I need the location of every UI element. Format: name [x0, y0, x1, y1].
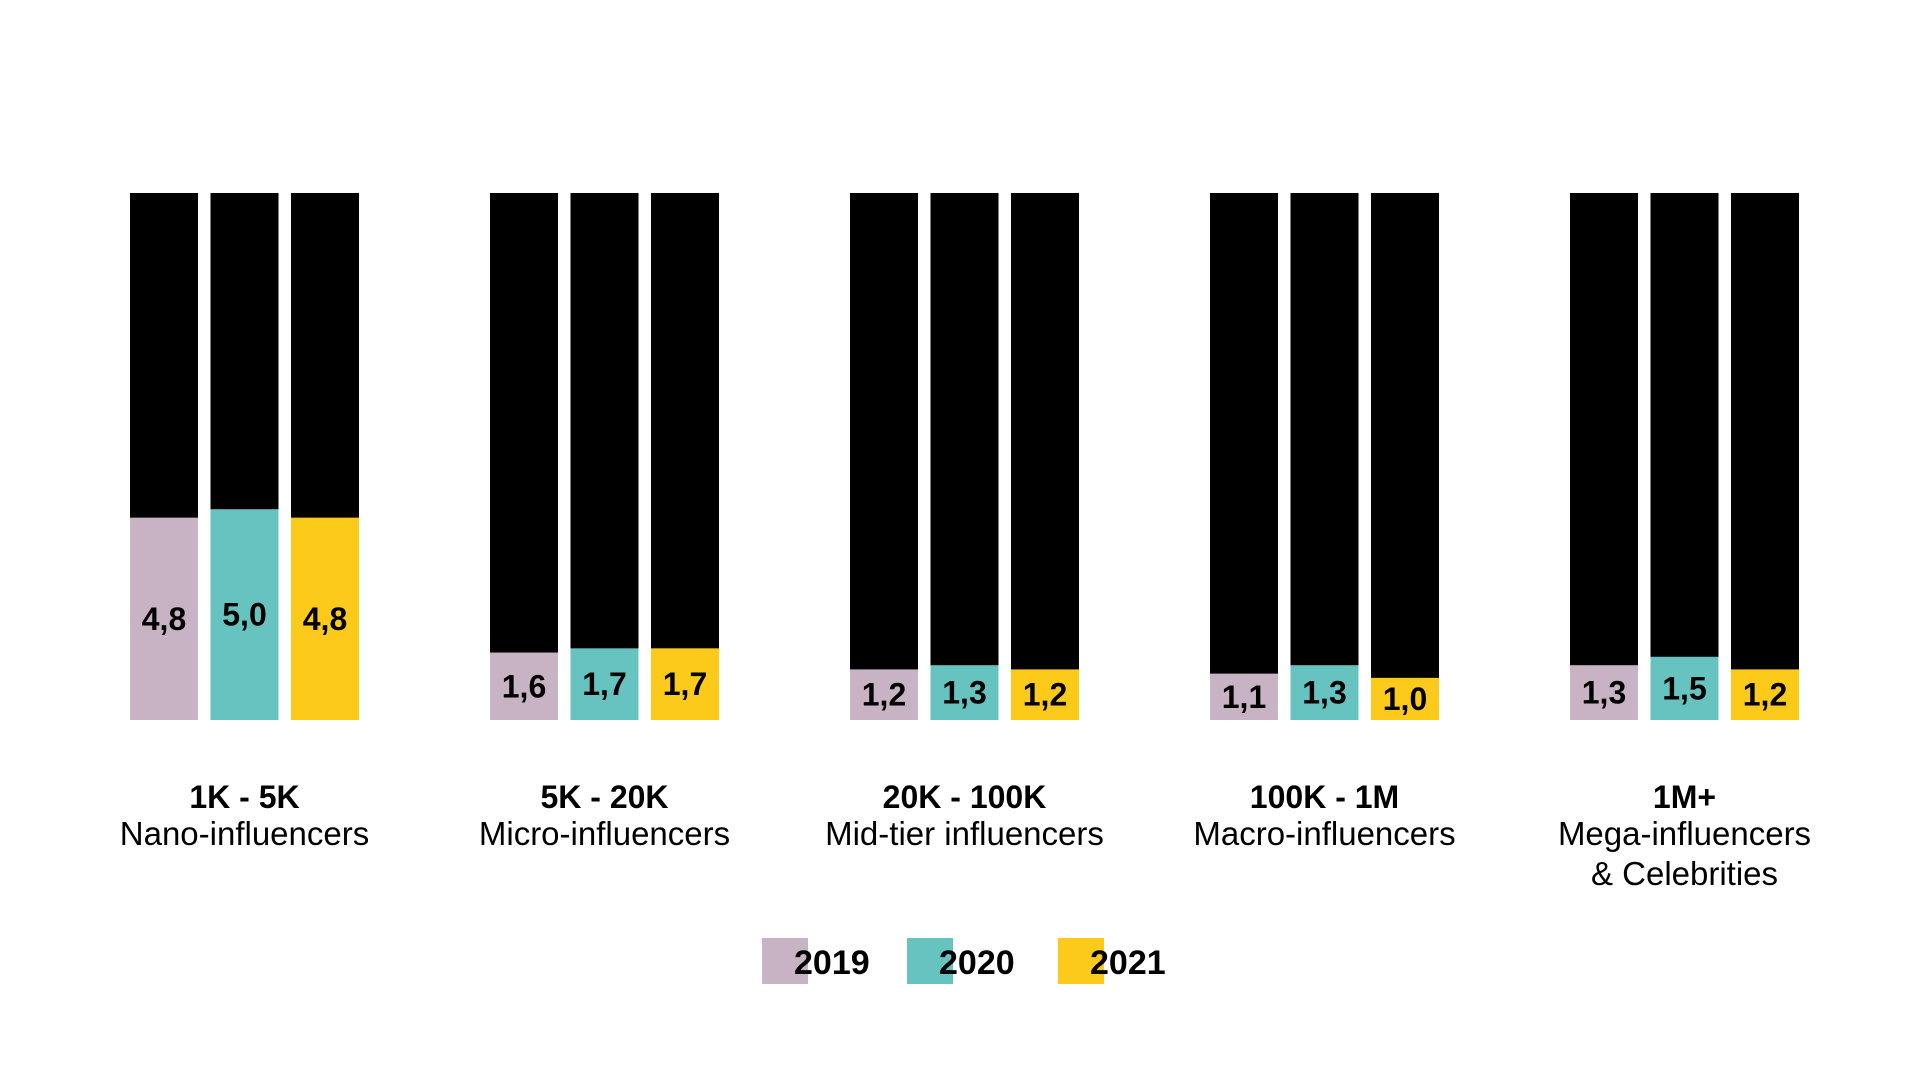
- category-range-label: 5K - 20K: [540, 779, 668, 815]
- category-range-label: 1K - 5K: [189, 779, 299, 815]
- bar-2020-0: [210, 509, 279, 720]
- data-label: 1,1: [1222, 679, 1266, 715]
- category-name-label: Micro-influencers: [479, 815, 730, 852]
- bar-background: [651, 193, 719, 720]
- bar-2021-1: [651, 648, 719, 720]
- category-range-label: 1M+: [1653, 779, 1716, 815]
- bar-background: [1650, 193, 1719, 720]
- bar-background: [1290, 193, 1359, 720]
- bar-2020-2: [930, 665, 999, 720]
- bar-background: [1371, 193, 1439, 720]
- bar-2019-3: [1210, 673, 1278, 720]
- bar-background: [850, 193, 918, 720]
- data-label: 1,7: [663, 666, 707, 702]
- bar-2019-0: [130, 517, 198, 720]
- data-label: 1,3: [942, 675, 986, 711]
- bar-2020-1: [570, 648, 639, 720]
- category-name-label: Mega-influencers: [1558, 815, 1811, 852]
- bar-background: [490, 193, 558, 720]
- data-label: 1,5: [1662, 670, 1706, 706]
- bar-background: [1570, 193, 1638, 720]
- data-label: 1,3: [1302, 675, 1346, 711]
- legend: 2019 2020 2021: [762, 938, 1166, 984]
- data-label: 4,8: [303, 601, 347, 637]
- bar-background: [930, 193, 999, 720]
- bar-background: [1731, 193, 1799, 720]
- category-name-label: & Celebrities: [1591, 855, 1778, 892]
- bars-layer: 4,8 5,0 4,8 1,6 1,7 1,7 1,2 1,3 1,2 1,1 1,3 1,0 1,3 1…: [130, 193, 1799, 720]
- bar-2021-4: [1731, 669, 1799, 720]
- bar-2019-4: [1570, 665, 1638, 720]
- legend-label-2021: 2021: [1090, 944, 1166, 982]
- category-name-label: Mid-tier influencers: [825, 815, 1104, 852]
- data-label: 1,3: [1582, 675, 1626, 711]
- bar-2019-1: [490, 652, 558, 720]
- category-range-label: 100K - 1M: [1250, 779, 1399, 815]
- data-label: 1,2: [1743, 677, 1787, 713]
- bar-2021-0: [291, 517, 359, 720]
- legend-label-2020: 2020: [939, 944, 1015, 982]
- legend-swatch-2021: [1058, 938, 1104, 984]
- bar-2020-3: [1290, 665, 1359, 720]
- legend-swatch-2019: [762, 938, 808, 984]
- data-label: 4,8: [142, 601, 186, 637]
- legend-label-2019: 2019: [794, 944, 870, 982]
- data-label: 1,0: [1383, 681, 1427, 717]
- bar-2020-4: [1650, 656, 1719, 720]
- bar-2021-2: [1011, 669, 1079, 720]
- bar-2021-3: [1371, 677, 1439, 720]
- data-label: 1,7: [582, 666, 626, 702]
- category-range-label: 20K - 100K: [883, 779, 1047, 815]
- bar-2019-2: [850, 669, 918, 720]
- bar-background: [1011, 193, 1079, 720]
- category-name-label: Nano-influencers: [120, 815, 369, 852]
- data-label: 1,6: [502, 668, 546, 704]
- data-label: 1,2: [862, 677, 906, 713]
- legend-swatch-2020: [907, 938, 953, 984]
- category-name-label: Macro-influencers: [1193, 815, 1455, 852]
- bar-background: [570, 193, 639, 720]
- data-label: 5,0: [222, 597, 266, 633]
- bar-background: [1210, 193, 1278, 720]
- data-label: 1,2: [1023, 677, 1067, 713]
